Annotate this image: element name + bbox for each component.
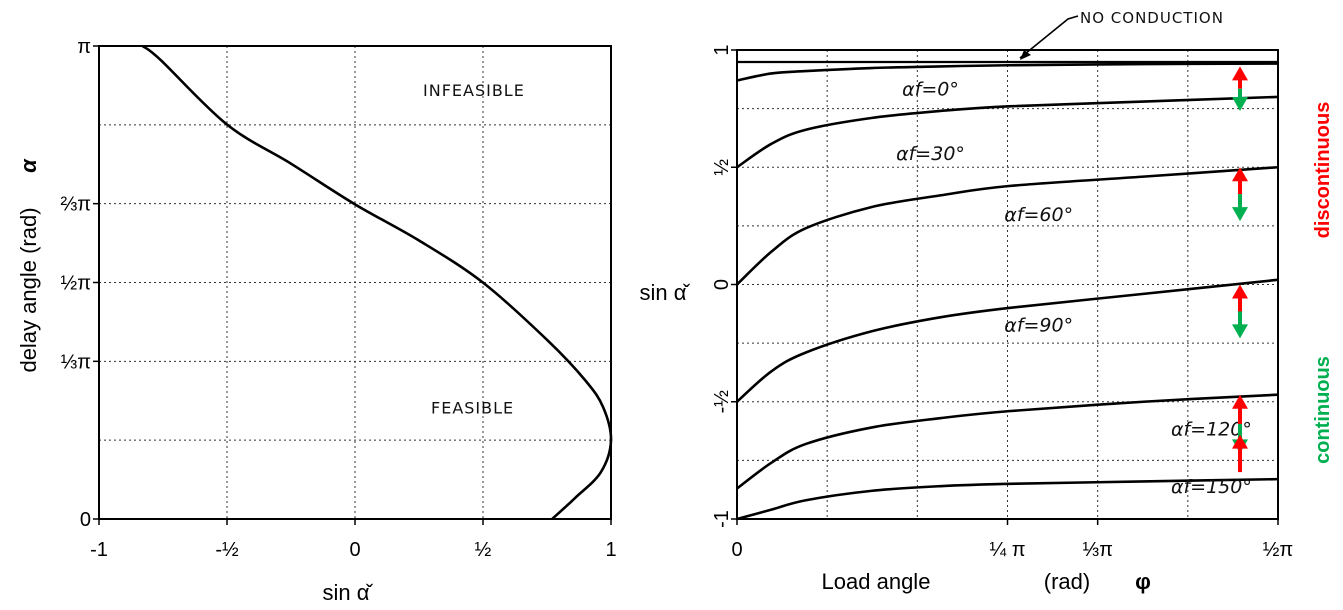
right-y-tick-label: 0 bbox=[711, 279, 733, 290]
left-y-axis-label-text: delay angle (rad) bbox=[16, 207, 41, 372]
left-y-tick-label: π bbox=[77, 36, 91, 58]
series-line-0 bbox=[736, 62, 1278, 82]
series-line-3 bbox=[736, 278, 1278, 403]
series-label: αf=120° bbox=[1171, 419, 1252, 441]
series-label: αf=30° bbox=[896, 143, 965, 165]
left-gridlines bbox=[99, 46, 611, 519]
annotation-feasible: FEASIBLE bbox=[431, 399, 514, 418]
arrow-continuous-head bbox=[1232, 324, 1248, 339]
left-x-tick-label: ½ bbox=[475, 539, 492, 561]
arrow-continuous-head bbox=[1232, 96, 1248, 111]
arrow-continuous-head bbox=[1232, 207, 1248, 222]
right-x-axis-label: Load angle bbox=[822, 569, 931, 594]
left-curve-feasibility-boundary bbox=[141, 44, 613, 520]
series-line-5 bbox=[736, 477, 1278, 521]
region-label-continuous: continuous bbox=[1312, 356, 1334, 464]
no-conduction-arrowhead bbox=[1020, 50, 1031, 60]
mode-arrows bbox=[1232, 66, 1248, 473]
arrow-discontinuous-head bbox=[1232, 434, 1248, 449]
left-y-axis-symbol: α bbox=[16, 158, 41, 173]
right-y-tick-label: -1 bbox=[711, 510, 733, 528]
arrow-discontinuous-head bbox=[1232, 167, 1248, 182]
right-y-tick-label: -½ bbox=[711, 390, 733, 414]
right-x-axis-symbol: φ bbox=[1135, 569, 1151, 594]
left-y-tick-label: ⅔π bbox=[61, 194, 91, 216]
series-line-1 bbox=[736, 95, 1278, 169]
arrow-discontinuous-head bbox=[1232, 66, 1248, 81]
annotation-infeasible: INFEASIBLE bbox=[423, 81, 525, 100]
left-chart: -1 -½ 0 ½ 1 0 ⅓π ½π ⅔π π INFEASIBLE FEASIBLE dela… bbox=[16, 36, 617, 605]
right-x-axis-unit: (rad) bbox=[1044, 569, 1090, 594]
left-tick-labels: -1 -½ 0 ½ 1 0 ⅓π ½π ⅔π π bbox=[61, 36, 617, 561]
series-label: αf=0° bbox=[902, 79, 959, 101]
right-series-labels: αf=0° αf=30° αf=60° αf=90° αf=120° αf=150° bbox=[896, 79, 1252, 498]
right-x-tick-label: ¼ π bbox=[989, 539, 1025, 561]
region-label-discontinuous: discontinuous bbox=[1312, 102, 1334, 239]
annotation-no-conduction: NO CONDUCTION bbox=[1080, 9, 1224, 27]
series-line-2 bbox=[736, 165, 1278, 286]
no-conduction-pointer bbox=[1019, 15, 1079, 59]
series-line-4 bbox=[736, 393, 1278, 490]
right-curves bbox=[736, 62, 1278, 521]
left-x-tick-label: -1 bbox=[90, 539, 108, 561]
right-x-tick-label: ½π bbox=[1263, 539, 1293, 561]
left-x-tick-label: 1 bbox=[605, 539, 616, 561]
left-x-axis-label: sin α̌ bbox=[323, 580, 374, 605]
right-gridlines bbox=[737, 50, 1278, 519]
right-x-tick-label: 0 bbox=[731, 539, 742, 561]
series-label: αf=90° bbox=[1004, 314, 1073, 336]
right-y-tick-label: ½ bbox=[711, 159, 733, 176]
left-y-tick-label: ½π bbox=[61, 273, 91, 295]
right-y-axis-label: sin α̌ bbox=[640, 280, 691, 305]
right-y-tick-label: 1 bbox=[711, 44, 733, 55]
arrow-discontinuous-head bbox=[1232, 394, 1248, 409]
right-x-tick-label: ⅓π bbox=[1082, 539, 1112, 561]
left-x-tick-label: 0 bbox=[349, 539, 360, 561]
left-y-axis-label: delay angle (rad) α bbox=[16, 158, 41, 373]
left-y-tick-label: ⅓π bbox=[61, 351, 91, 373]
arrow-discontinuous-head bbox=[1232, 284, 1248, 299]
left-x-tick-label: -½ bbox=[215, 539, 239, 561]
series-label: αf=60° bbox=[1004, 204, 1073, 226]
right-tick-labels: 0 ¼ π ⅓π ½π 1 ½ 0 -½ -1 bbox=[711, 44, 1293, 561]
series-label: αf=150° bbox=[1171, 476, 1252, 498]
left-y-tick-label: 0 bbox=[80, 509, 91, 531]
